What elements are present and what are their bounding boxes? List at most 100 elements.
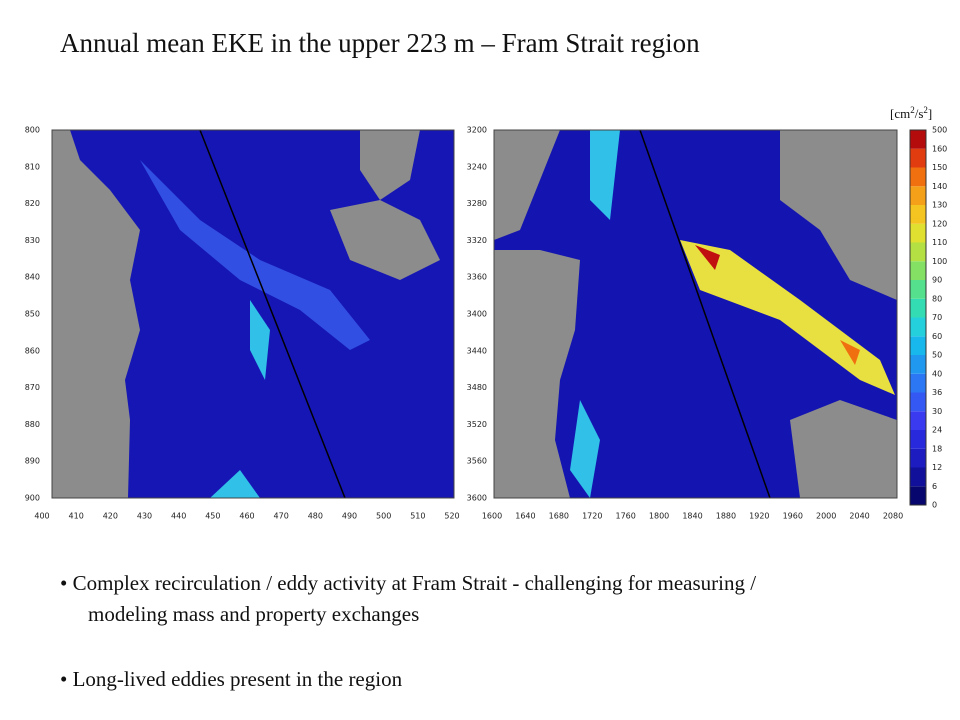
colorbar-label: 110	[932, 238, 947, 247]
x-tick-label: 510	[410, 512, 425, 521]
x-tick-label: 500	[376, 512, 391, 521]
x-tick-label: 450	[205, 512, 220, 521]
right-map	[493, 129, 898, 499]
y-tick-label: 3560	[467, 457, 487, 466]
colorbar-swatch	[910, 467, 926, 487]
y-tick-label: 900	[25, 494, 40, 503]
x-tick-label: 1760	[615, 512, 635, 521]
colorbar-label: 160	[932, 144, 947, 153]
unit-part: 2	[923, 105, 928, 115]
colorbar-label: 90	[932, 276, 942, 285]
left-map	[51, 129, 455, 499]
colorbar-swatch	[910, 336, 926, 355]
y-tick-label: 3400	[467, 310, 487, 319]
y-tick-label: 3440	[467, 346, 487, 355]
colorbar-label: 12	[932, 463, 942, 472]
colorbar-swatch	[910, 205, 926, 224]
x-tick-label: 1920	[749, 512, 769, 521]
x-tick-label: 440	[171, 512, 186, 521]
x-tick-label: 470	[274, 512, 289, 521]
colorbar-label: 140	[932, 182, 947, 191]
unit-part: /s	[915, 106, 924, 121]
x-tick-label: 520	[444, 512, 459, 521]
y-tick-label: 810	[25, 162, 40, 171]
colorbar-label: 120	[932, 219, 947, 228]
colorbar-swatch	[910, 298, 926, 318]
y-tick-label: 830	[25, 236, 40, 245]
y-tick-label: 800	[25, 126, 40, 135]
colorbar-label: 80	[932, 294, 942, 303]
x-tick-label: 490	[342, 512, 357, 521]
y-tick-label: 850	[25, 310, 40, 319]
colorbar-label: 50	[932, 351, 942, 360]
y-tick-label: 840	[25, 273, 40, 282]
y-tick-label: 820	[25, 199, 40, 208]
colorbar-swatch	[910, 411, 926, 430]
colorbar-label: 18	[932, 444, 942, 453]
x-tick-label: 1680	[549, 512, 569, 521]
y-tick-label: 860	[25, 346, 40, 355]
colorbar-swatch	[910, 373, 926, 393]
x-tick-label: 1840	[682, 512, 702, 521]
y-tick-label: 3320	[467, 236, 487, 245]
y-tick-label: 890	[25, 457, 40, 466]
bullet-text: modeling mass and property exchanges	[88, 602, 419, 626]
x-tick-label: 2040	[849, 512, 869, 521]
x-tick-label: 400	[34, 512, 49, 521]
colorbar-swatch	[910, 130, 926, 149]
colorbar-label: 30	[932, 407, 942, 416]
y-tick-label: 3280	[467, 199, 487, 208]
colorbar-swatch	[910, 355, 926, 374]
colorbar-label: 60	[932, 332, 942, 341]
colorbar-swatch	[910, 167, 926, 187]
unit-part: ]	[928, 106, 932, 121]
x-tick-label: 410	[69, 512, 84, 521]
colorbar-label: 100	[932, 257, 947, 266]
x-tick-label: 460	[239, 512, 254, 521]
colorbar-swatch	[910, 280, 926, 299]
colorbar-label: 6	[932, 482, 937, 491]
colorbar-swatch	[910, 223, 926, 243]
y-tick-label: 880	[25, 420, 40, 429]
x-tick-label: 1960	[783, 512, 803, 521]
colorbar-swatch	[910, 430, 926, 449]
y-tick-label: 870	[25, 383, 40, 392]
colorbar-swatch	[910, 317, 926, 337]
colorbar-label: 24	[932, 426, 942, 435]
bullet-text: • Long-lived eddies present in the regio…	[60, 667, 403, 691]
colorbar-label: 130	[932, 201, 947, 210]
y-tick-label: 3480	[467, 383, 487, 392]
colorbar-swatch	[910, 448, 926, 468]
y-tick-label: 3600	[467, 494, 487, 503]
colorbar-label: 70	[932, 313, 942, 322]
colorbar-swatch	[910, 148, 926, 168]
bullet-text: • Complex recirculation / eddy activity …	[60, 571, 756, 595]
colorbar-label: 500	[932, 126, 947, 135]
unit-part: 2	[910, 105, 915, 115]
colorbar-label: 150	[932, 163, 947, 172]
x-tick-label: 480	[308, 512, 323, 521]
y-tick-label: 3240	[467, 162, 487, 171]
y-tick-label: 3360	[467, 273, 487, 282]
x-tick-label: 420	[103, 512, 118, 521]
x-tick-label: 1800	[649, 512, 669, 521]
colorbar: 0 6 12 18 24 30 36 40 50 60 70 80 90 100 110 120 130 140 1…	[909, 126, 947, 510]
x-tick-label: 1640	[515, 512, 535, 521]
colorbar-swatch	[910, 186, 926, 205]
colorbar-label: 0	[932, 501, 937, 510]
x-tick-label: 1880	[716, 512, 736, 521]
unit-label: [cm2/s2]	[890, 105, 932, 121]
slide-title: Annual mean EKE in the upper 223 m – Fra…	[60, 28, 700, 58]
x-tick-label: 1600	[482, 512, 502, 521]
x-tick-label: 1720	[582, 512, 602, 521]
x-tick-label: 2000	[816, 512, 836, 521]
colorbar-label: 36	[932, 388, 942, 397]
y-tick-label: 3200	[467, 126, 487, 135]
colorbar-swatch	[910, 392, 926, 412]
colorbar-label: 40	[932, 369, 942, 378]
colorbar-swatch	[910, 242, 926, 262]
colorbar-swatch	[910, 261, 926, 280]
x-tick-label: 430	[137, 512, 152, 521]
y-tick-label: 3520	[467, 420, 487, 429]
colorbar-swatch	[910, 486, 926, 505]
